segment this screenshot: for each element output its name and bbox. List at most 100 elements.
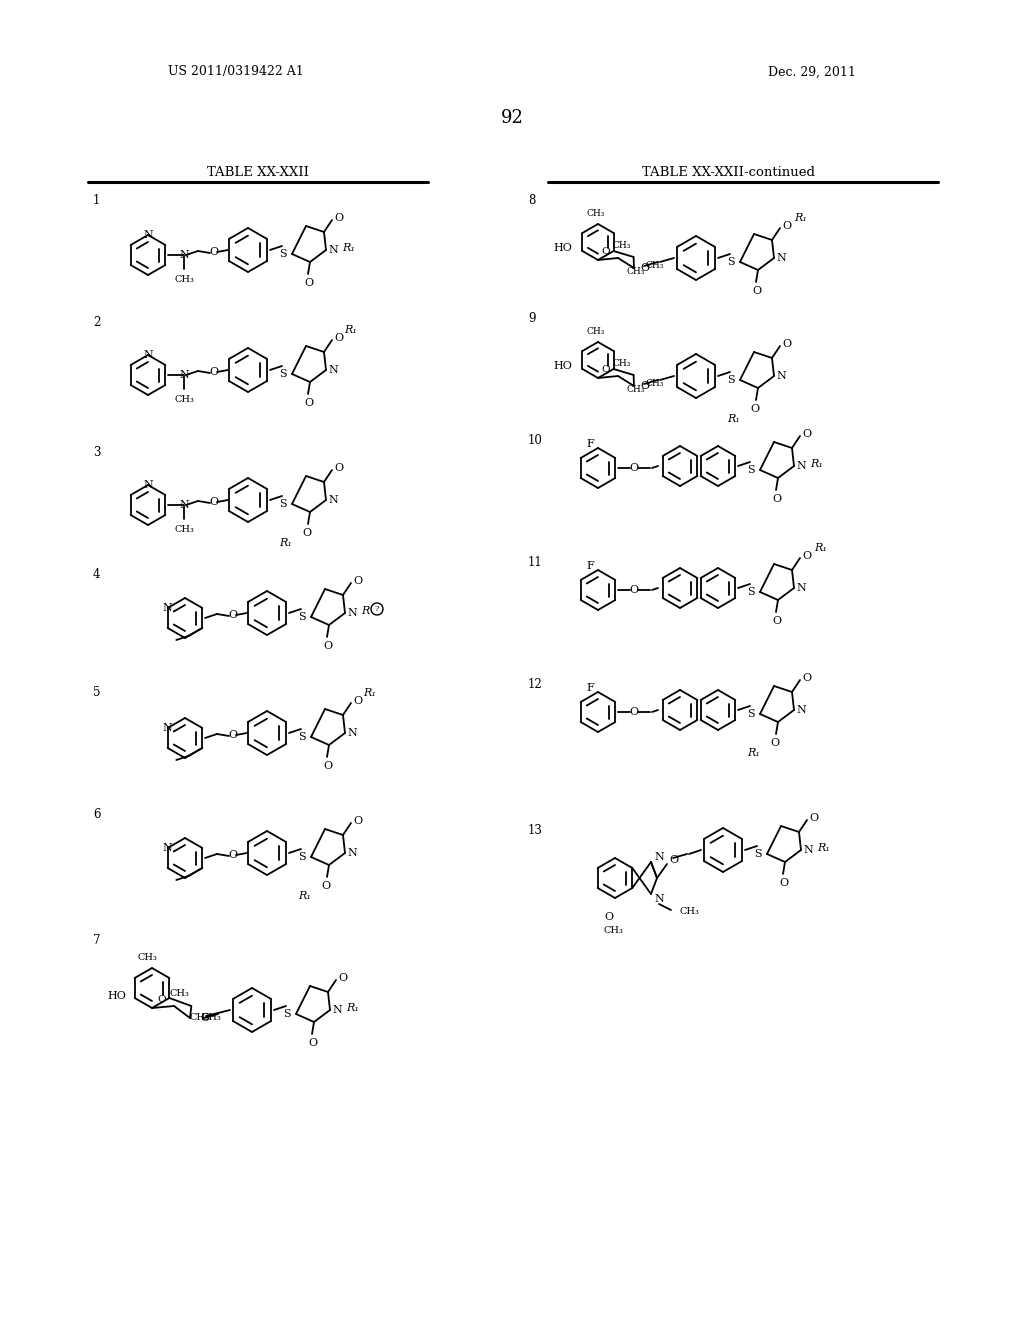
Text: N: N	[143, 230, 153, 240]
Text: N: N	[179, 249, 188, 260]
Text: O: O	[602, 364, 610, 374]
Text: N: N	[796, 583, 806, 593]
Text: F: F	[586, 682, 594, 693]
Text: R₁: R₁	[748, 748, 760, 758]
Text: O: O	[782, 220, 792, 231]
Text: O: O	[630, 708, 639, 717]
Text: O: O	[334, 213, 343, 223]
Text: CH₃: CH₃	[587, 210, 605, 219]
Text: CH₃: CH₃	[646, 261, 665, 271]
Text: US 2011/0319422 A1: US 2011/0319422 A1	[168, 66, 304, 78]
Text: R₁: R₁	[344, 325, 357, 335]
Text: S: S	[280, 249, 287, 259]
Text: N: N	[776, 253, 785, 263]
Text: CH₃: CH₃	[627, 267, 645, 276]
Text: O: O	[802, 550, 811, 561]
Text: N: N	[143, 350, 153, 360]
Text: O: O	[324, 762, 333, 771]
Text: HO: HO	[108, 991, 126, 1001]
Text: R₁: R₁	[362, 688, 376, 698]
Text: S: S	[727, 375, 735, 385]
Text: CH₃: CH₃	[189, 1014, 209, 1023]
Text: O: O	[200, 1012, 209, 1023]
Text: S: S	[280, 370, 287, 379]
Text: N: N	[803, 845, 813, 855]
Text: O: O	[228, 850, 238, 861]
Text: 10: 10	[528, 433, 543, 446]
Text: 9: 9	[528, 312, 536, 325]
Text: S: S	[284, 1008, 291, 1019]
Text: ?: ?	[375, 605, 379, 612]
Text: S: S	[748, 587, 755, 597]
Text: CH₃: CH₃	[174, 525, 194, 535]
Text: O: O	[772, 616, 781, 626]
Text: N: N	[654, 851, 664, 862]
Text: HO: HO	[553, 360, 572, 371]
Text: CH₃: CH₃	[612, 242, 631, 251]
Text: N: N	[328, 246, 338, 255]
Text: O: O	[210, 247, 218, 257]
Text: TABLE XX-XXII-continued: TABLE XX-XXII-continued	[641, 165, 814, 178]
Text: CH₃: CH₃	[603, 927, 623, 935]
Text: R₁: R₁	[794, 213, 807, 223]
Text: O: O	[353, 696, 362, 706]
Text: S: S	[748, 709, 755, 719]
Text: O: O	[772, 494, 781, 504]
Text: O: O	[308, 1038, 317, 1048]
Text: O: O	[334, 463, 343, 473]
Text: R₁: R₁	[298, 891, 311, 902]
Text: N: N	[347, 729, 356, 738]
Text: S: S	[755, 849, 762, 859]
Text: HO: HO	[553, 243, 572, 253]
Text: O: O	[630, 585, 639, 595]
Text: O: O	[640, 263, 649, 273]
Text: O: O	[770, 738, 779, 748]
Text: CH₃: CH₃	[587, 327, 605, 337]
Text: O: O	[753, 286, 762, 296]
Text: R₁: R₁	[810, 459, 823, 469]
Text: R₁: R₁	[280, 539, 292, 548]
Text: O: O	[158, 995, 166, 1005]
Text: R₁: R₁	[817, 843, 829, 853]
Text: CH₃: CH₃	[174, 275, 194, 284]
Text: O: O	[304, 399, 313, 408]
Text: R₁: R₁	[727, 414, 740, 424]
Text: S: S	[298, 733, 306, 742]
Text: O: O	[353, 816, 362, 826]
Text: S: S	[280, 499, 287, 510]
Text: 4: 4	[93, 569, 100, 582]
Text: Dec. 29, 2011: Dec. 29, 2011	[768, 66, 856, 78]
Text: CH₃: CH₃	[174, 395, 194, 404]
Text: 6: 6	[93, 808, 100, 821]
Text: 13: 13	[528, 824, 543, 837]
Text: CH₃: CH₃	[202, 1014, 222, 1023]
Text: CH₃: CH₃	[137, 953, 157, 962]
Text: CH₃: CH₃	[169, 990, 189, 998]
Text: O: O	[640, 381, 649, 391]
Text: O: O	[802, 673, 811, 682]
Text: 92: 92	[501, 110, 523, 127]
Text: N: N	[332, 1005, 342, 1015]
Text: N: N	[179, 370, 188, 380]
Text: S: S	[298, 851, 306, 862]
Text: N: N	[347, 609, 356, 618]
Text: O: O	[338, 973, 347, 983]
Text: O: O	[210, 498, 218, 507]
Text: O: O	[324, 642, 333, 651]
Text: CH₃: CH₃	[679, 908, 698, 916]
Text: 11: 11	[528, 556, 543, 569]
Text: O: O	[809, 813, 818, 822]
Text: N: N	[163, 843, 173, 853]
Text: N: N	[163, 723, 173, 733]
Text: O: O	[210, 367, 218, 378]
Text: CH₃: CH₃	[627, 384, 645, 393]
Text: 12: 12	[528, 677, 543, 690]
Text: R₁: R₁	[346, 1003, 358, 1012]
Text: O: O	[802, 429, 811, 440]
Text: N: N	[654, 894, 664, 904]
Text: O: O	[630, 463, 639, 473]
Text: N: N	[328, 366, 338, 375]
Text: TABLE XX-XXII: TABLE XX-XXII	[207, 165, 309, 178]
Text: N: N	[796, 705, 806, 715]
Text: N: N	[776, 371, 785, 381]
